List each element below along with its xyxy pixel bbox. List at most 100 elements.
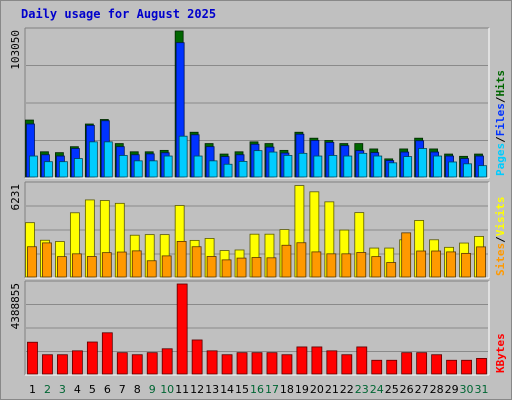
bar-kbytes [42,354,53,375]
bar-pages [388,162,398,178]
legend-hits: Hits [494,70,507,97]
bar-sites [416,250,427,278]
bar-sites [101,252,112,278]
bar-sites [296,242,307,278]
x-tick-label: 25 [385,383,399,396]
bar-kbytes [191,339,203,375]
x-tick-label: 5 [89,383,96,396]
bar-kbytes [446,359,457,375]
bar-kbytes [386,359,398,375]
x-tick-label: 11 [175,383,189,396]
bar-sites [446,251,456,278]
bar-pages [463,163,472,178]
legend-separator: / [494,136,507,143]
x-tick-label: 9 [149,383,156,396]
x-tick-label: 14 [220,383,234,396]
bar-sites [356,252,367,278]
x-tick-label: 16 [250,383,264,396]
legend-sites: Sites [494,243,507,276]
x-tick-label: 3 [59,383,66,396]
bar-pages [223,163,233,178]
bar-kbytes [236,352,248,375]
legend-middle: Sites/Visits [494,197,507,277]
bar-pages [118,155,128,178]
bar-kbytes [416,352,428,375]
bar-kbytes [371,359,383,375]
bar-kbytes [401,352,413,375]
x-tick-label: 22 [340,383,354,396]
bar-pages [283,155,293,178]
bar-pages [103,141,113,178]
bar-sites [251,257,262,278]
bar-sites [266,257,277,278]
bar-pages [88,141,98,178]
bar-sites [116,251,127,278]
bar-pages [208,160,218,178]
bar-kbytes [176,283,188,375]
bar-kbytes [266,352,278,375]
x-tick-label: 31 [475,383,489,396]
x-tick-label: 6 [104,383,111,396]
bar-pages [133,160,143,178]
bar-sites [221,259,232,278]
bar-pages [448,161,457,178]
bar-kbytes [326,350,338,375]
bar-pages [163,155,173,178]
x-tick-label: 28 [430,383,444,396]
bar-sites [27,246,37,278]
bar-sites [176,241,187,278]
bar-kbytes [251,352,263,375]
bar-pages [313,155,323,178]
x-tick-label: 26 [400,383,414,396]
bar-pages [29,155,38,178]
legend-top: Pages/Files/Hits [494,70,507,176]
legend-files: Files [494,103,507,136]
bar-pages [298,152,308,178]
bar-kbytes [431,354,443,375]
x-tick-label: 10 [160,383,174,396]
bar-pages [178,135,188,178]
bar-sites [57,256,67,278]
bar-kbytes [86,341,98,375]
bar-kbytes [161,348,173,375]
bar-sites [86,256,97,278]
bar-pages [59,161,68,178]
legend-visits: Visits [494,197,507,237]
bar-pages [403,156,413,178]
bar-pages [193,155,203,178]
bar-sites [371,256,382,278]
bar-sites [191,246,202,278]
x-tick-label: 23 [355,383,369,396]
bar-pages [433,155,443,178]
bar-sites [161,255,172,278]
x-tick-label: 27 [415,383,429,396]
bar-pages [148,160,158,178]
bar-sites [461,252,471,278]
bar-kbytes [461,359,472,375]
x-tick-label: 24 [370,383,384,396]
bar-sites [71,253,82,278]
x-tick-label: 30 [460,383,474,396]
x-tick-label: 4 [74,383,81,396]
bar-kbytes [27,341,38,375]
x-tick-label: 17 [265,383,279,396]
bar-pages [238,161,248,178]
bar-pages [268,151,278,178]
bar-pages [373,155,383,178]
bar-pages [418,148,428,178]
bar-sites [281,244,292,278]
legend-separator: / [494,236,507,243]
bar-sites [131,250,142,278]
legend-bottom: KBytes [494,333,507,373]
bar-kbytes [71,350,83,375]
bar-kbytes [206,350,218,375]
x-tick-label: 8 [134,383,141,396]
x-tick-label: 15 [235,383,249,396]
legend-pages: Pages [494,143,507,176]
x-tick-label: 13 [205,383,219,396]
bar-kbytes [296,346,308,375]
bar-sites [401,232,412,278]
chart-title: Daily usage for August 2025 [21,7,217,21]
x-tick-label: 20 [310,383,324,396]
